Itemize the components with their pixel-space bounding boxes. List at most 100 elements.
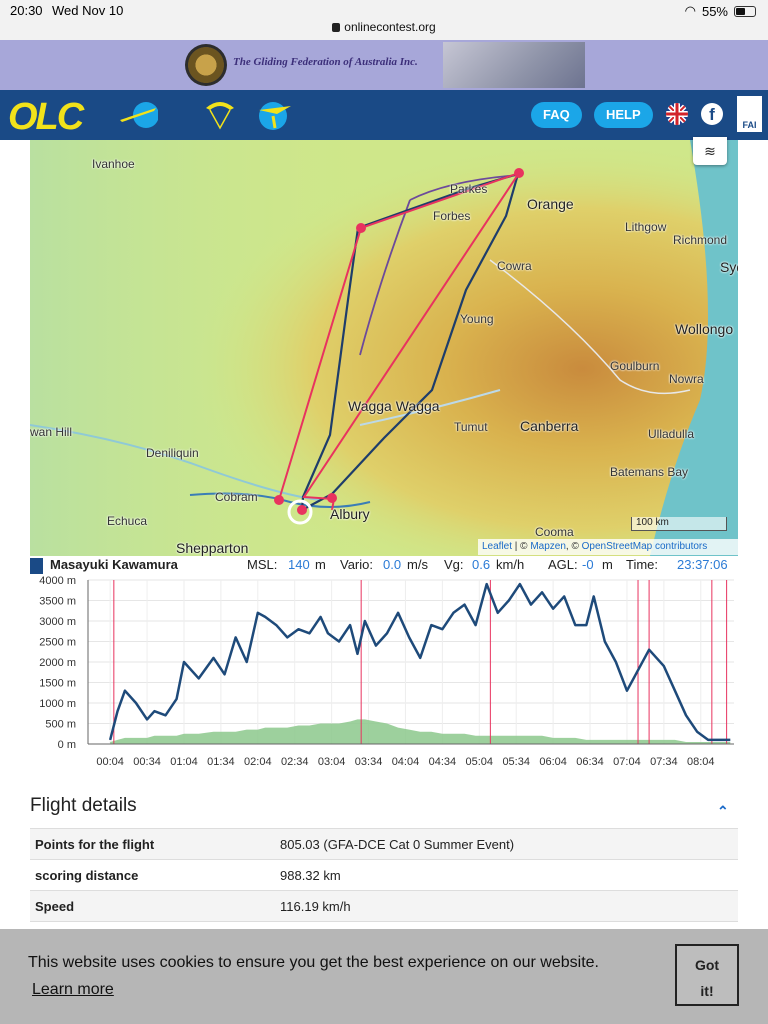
- map-label-orange: Orange: [527, 196, 574, 212]
- x-tick-label: 03:34: [355, 756, 383, 768]
- ground-elevation-area: [110, 719, 731, 744]
- map-label-shepparton: Shepparton: [176, 540, 249, 556]
- map-scale: 100 km: [631, 517, 727, 531]
- y-tick-label: 4000 m: [39, 575, 76, 587]
- agl-value: -0: [582, 557, 594, 572]
- map-label-ulladulla: Ulladulla: [648, 427, 695, 441]
- olc-logo[interactable]: OLC: [8, 96, 84, 138]
- y-tick-label: 3500 m: [39, 596, 76, 608]
- vario-unit: m/s: [407, 557, 428, 572]
- pilot-color-swatch: [30, 558, 43, 574]
- ios-status-bar: 20:30 Wed Nov 10 onlinecontest.org ◠ 55%: [0, 0, 768, 40]
- address-bar[interactable]: onlinecontest.org: [0, 20, 768, 34]
- map-terrain: [30, 140, 738, 556]
- y-tick-label: 1500 m: [39, 678, 76, 690]
- map-label-deniliquin: Deniliquin: [146, 446, 199, 460]
- x-tick-label: 01:04: [170, 756, 198, 768]
- detail-key: scoring distance: [35, 867, 139, 883]
- altitude-chart[interactable]: 4000 m 3500 m 3000 m 2500 m 2000 m 1500 m 1000…: [30, 574, 738, 774]
- layers-icon[interactable]: ≋: [693, 137, 727, 165]
- status-time: 20:30: [10, 3, 43, 18]
- map-label-cobram: Cobram: [215, 490, 258, 504]
- status-date: Wed Nov 10: [52, 3, 124, 18]
- map-label-young: Young: [460, 312, 494, 326]
- vg-unit: km/h: [496, 557, 525, 572]
- paraglider-icon: [206, 102, 234, 130]
- fai-logo[interactable]: FAI: [737, 96, 762, 132]
- msl-label: MSL:: [247, 557, 278, 572]
- attrib-sep-1: | ©: [512, 541, 531, 552]
- msl-unit: m: [315, 557, 326, 572]
- map-label-echuca: Echuca: [107, 514, 148, 528]
- flight-stats-bar: Masayuki Kawamura MSL: 140 m Vario: 0.0 …: [30, 556, 738, 576]
- x-tick-label: 06:04: [539, 756, 567, 768]
- table-row: scoring distance 988.32 km: [30, 860, 738, 891]
- x-tick-label: 08:04: [687, 756, 715, 768]
- x-tick-label: 05:34: [502, 756, 530, 768]
- gfa-logo: [185, 44, 227, 86]
- got-it-button[interactable]: Got it!: [675, 944, 739, 1006]
- x-tick-label: 04:04: [392, 756, 420, 768]
- osm-link[interactable]: OpenStreetMap contributors: [581, 541, 708, 552]
- map-label-forbes: Forbes: [433, 209, 471, 223]
- agl-unit: m: [602, 557, 613, 572]
- x-tick-label: 06:34: [576, 756, 604, 768]
- faq-button[interactable]: FAQ: [531, 102, 582, 128]
- x-tick-label: 02:04: [244, 756, 272, 768]
- x-tick-label: 04:34: [429, 756, 457, 768]
- flight-details-title: Flight details: [30, 795, 137, 816]
- flight-map[interactable]: Ivanhoe Parkes Forbes Orange Lithgow Ric…: [30, 140, 738, 556]
- detail-key: Points for the flight: [35, 836, 155, 852]
- lock-icon: [332, 23, 341, 32]
- map-label-cooma: Cooma: [535, 525, 574, 539]
- map-attribution: Leaflet | © Mapzen, © OpenStreetMap cont…: [478, 539, 738, 555]
- map-label-nowra: Nowra: [669, 372, 704, 386]
- map-label-wagga-wagga: Wagga Wagga: [348, 398, 440, 414]
- cookie-banner: This website uses cookies to ensure you …: [0, 929, 768, 1024]
- olc-navbar: OLC FAQ HELP: [0, 90, 768, 140]
- flight-details-table: Points for the flight 805.03 (GFA-DCE Ca…: [30, 828, 738, 922]
- url-text: onlinecontest.org: [344, 20, 436, 34]
- battery-icon: [734, 5, 756, 17]
- help-button[interactable]: HELP: [594, 102, 653, 128]
- detail-value: 805.03 (GFA-DCE Cat 0 Summer Event): [280, 836, 515, 852]
- battery-percent: 55%: [701, 3, 728, 19]
- map-label-lithgow: Lithgow: [625, 220, 667, 234]
- x-tick-label: 00:04: [96, 756, 124, 768]
- x-tick-label: 02:34: [281, 756, 309, 768]
- detail-key: Speed: [35, 898, 75, 914]
- mapzen-link[interactable]: Mapzen: [530, 541, 566, 552]
- map-label-ivanhoe: Ivanhoe: [92, 157, 135, 171]
- leaflet-link[interactable]: Leaflet: [482, 541, 513, 552]
- map-label-sydney: Syd: [720, 259, 738, 275]
- vg-value: 0.6: [472, 557, 491, 572]
- attrib-sep-2: , ©: [565, 541, 582, 552]
- time-value: 23:37:06: [677, 557, 728, 572]
- got-it-line-2: it!: [700, 983, 714, 999]
- vg-label: Vg:: [444, 557, 464, 572]
- gfa-org-name: The Gliding Federation of Australia Inc.: [233, 56, 418, 68]
- y-tick-label: 2000 m: [39, 657, 76, 669]
- map-label-cowra: Cowra: [497, 259, 532, 273]
- y-tick-label: 3000 m: [39, 616, 76, 628]
- cookie-message: This website uses cookies to ensure you …: [28, 954, 599, 971]
- vario-value: 0.0: [383, 557, 402, 572]
- map-label-canberra: Canberra: [520, 418, 579, 434]
- map-label-wollongong: Wollongo: [675, 321, 734, 337]
- facebook-icon[interactable]: f: [701, 103, 723, 125]
- x-tick-label: 01:34: [207, 756, 235, 768]
- uk-flag-icon[interactable]: [666, 103, 688, 125]
- x-tick-label: 03:04: [318, 756, 346, 768]
- y-tick-label: 2500 m: [39, 637, 76, 649]
- wifi-icon: ◠: [684, 3, 696, 18]
- y-tick-label: 500 m: [45, 719, 76, 731]
- agl-label: AGL:: [548, 557, 578, 572]
- gfa-banner[interactable]: The Gliding Federation of Australia Inc.: [0, 40, 768, 90]
- map-label-parkes: Parkes: [450, 182, 488, 196]
- x-tick-label: 07:34: [650, 756, 678, 768]
- collapse-chevron-icon[interactable]: ⌃: [717, 803, 729, 819]
- detail-value: 988.32 km: [280, 867, 341, 883]
- detail-value: 116.19 km/h: [280, 898, 351, 914]
- got-it-line-1: Got: [694, 957, 720, 973]
- learn-more-link[interactable]: Learn more: [32, 981, 114, 998]
